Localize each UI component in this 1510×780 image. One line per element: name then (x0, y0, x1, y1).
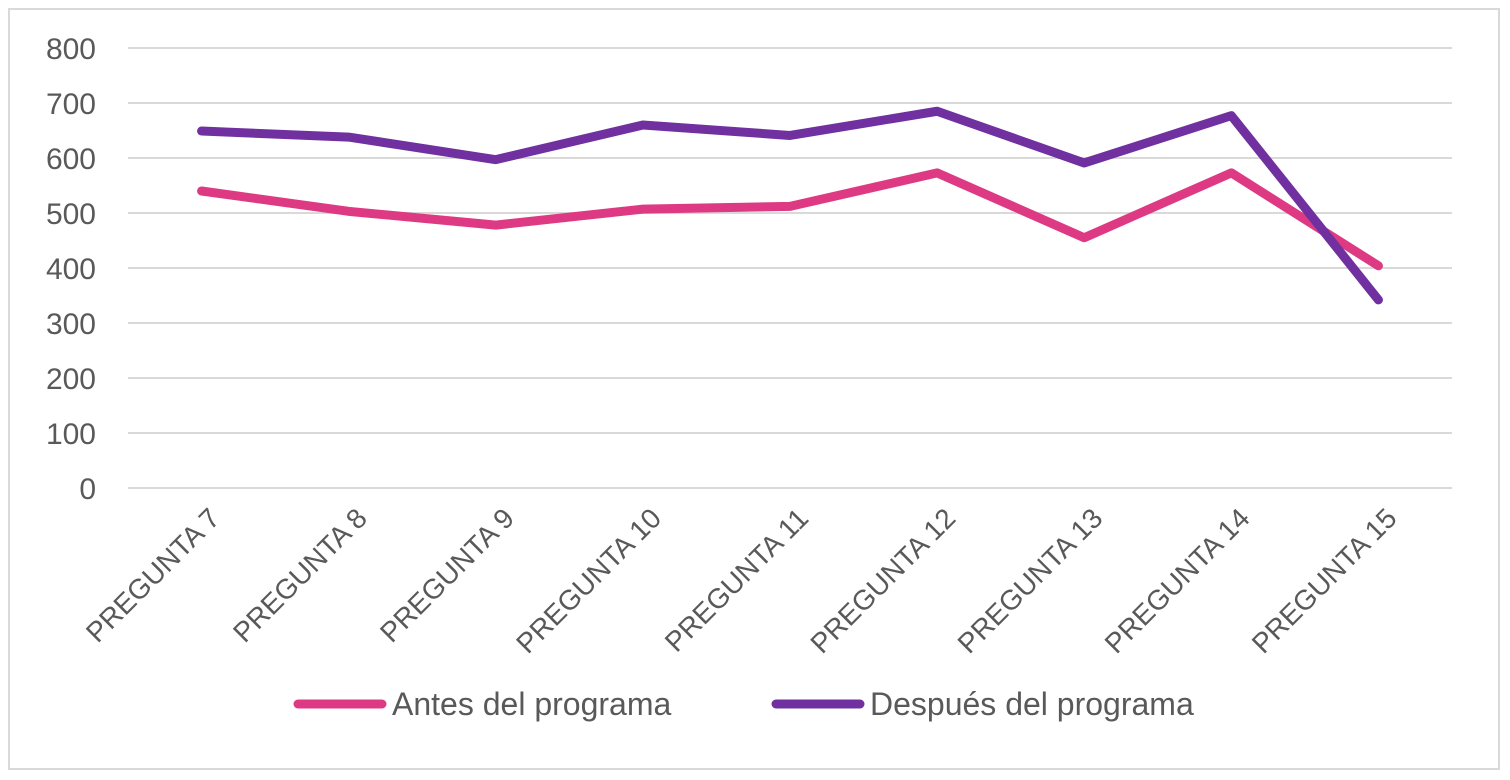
y-tick-label: 100 (46, 418, 96, 451)
legend-label-2: Después del programa (870, 686, 1194, 722)
gridlines (128, 47, 1452, 489)
y-tick-label: 600 (46, 143, 96, 176)
y-tick-label: 0 (79, 473, 96, 506)
legend: Antes del programa Después del programa (293, 686, 1194, 722)
x-tick-label: PREGUNTA 14 (1099, 502, 1256, 659)
x-tick-label: PREGUNTA 13 (952, 502, 1109, 659)
series-line-1 (197, 168, 1383, 271)
y-tick-label: 700 (46, 88, 96, 121)
y-tick-label: 200 (46, 363, 96, 396)
series-line-2 (197, 106, 1383, 305)
series-lines (197, 106, 1383, 305)
x-tick-label: PREGUNTA 10 (510, 502, 667, 659)
y-tick-label: 300 (46, 308, 96, 341)
x-tick-label: PREGUNTA 7 (80, 502, 226, 648)
x-tick-label: PREGUNTA 9 (374, 502, 520, 648)
x-tick-label: PREGUNTA 8 (227, 502, 373, 648)
x-tick-label: PREGUNTA 11 (659, 502, 814, 657)
y-axis: 0 100 200 300 400 500 600 700 800 (46, 33, 96, 506)
x-tick-label: PREGUNTA 15 (1246, 502, 1403, 659)
legend-label-1: Antes del programa (392, 686, 671, 722)
y-tick-label: 500 (46, 198, 96, 231)
y-tick-label: 400 (46, 253, 96, 286)
x-tick-label: PREGUNTA 12 (804, 502, 961, 659)
y-tick-label: 800 (46, 33, 96, 66)
